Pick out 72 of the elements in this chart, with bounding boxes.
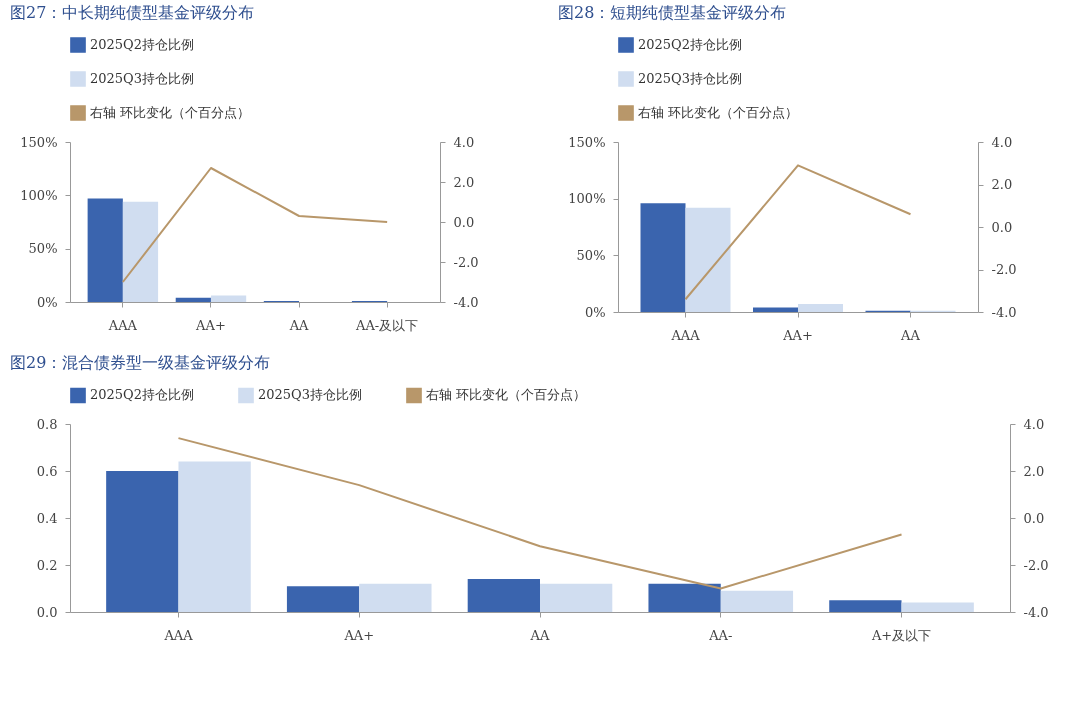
x-tick-label: AA [288,317,310,333]
legend-label: 右轴 环比变化（个百分点） [90,105,251,120]
bar [178,461,251,612]
y2-tick-label: 2.0 [1023,463,1045,479]
x-tick-label: AA- [708,627,733,643]
y2-tick-label: 4.0 [453,134,475,150]
chart-title: 图28：短期纯债型基金评级分布 [558,3,787,22]
x-tick-label: AAA [163,627,194,643]
y2-tick-label: -4.0 [991,304,1017,320]
x-tick-label: AAA [107,317,138,333]
y2-tick-label: 2.0 [453,174,475,190]
y-tick-label: 0% [36,294,58,310]
bar [210,295,247,302]
bar [648,583,721,612]
bar [901,602,974,612]
x-tick-label: AA+ [343,627,375,643]
x-tick-label: AA [900,327,921,343]
bar [467,579,540,612]
y2-tick-label: -4.0 [1023,604,1049,620]
bar [540,583,613,612]
legend-label: 2025Q2持仓比例 [638,37,743,52]
x-tick-label: AA+ [782,327,813,343]
bar [87,198,123,302]
line-series [177,437,903,590]
x-tick-label: AA-及以下 [355,317,419,333]
y-tick-label: 150% [20,134,58,150]
y-tick-label: 0.8 [36,416,58,432]
y2-tick-label: -2.0 [453,254,479,270]
bar [829,600,902,612]
legend-label: 2025Q3持仓比例 [638,71,743,86]
chart-title: 图27：中长期纯债型基金评级分布 [10,3,255,22]
y-tick-label: 0% [584,304,606,320]
y2-tick-label: 2.0 [991,177,1013,192]
legend-label: 2025Q3持仓比例 [258,387,363,403]
y-tick-label: 0.0 [36,604,58,620]
bar [640,203,686,312]
bar [359,583,432,612]
y2-tick-label: 0.0 [991,219,1013,235]
y2-tick-label: -4.0 [453,294,479,310]
x-tick-label: AA [529,627,550,643]
y-tick-label: 50% [576,247,606,263]
bar [175,297,211,302]
bar [286,586,360,612]
legend-label: 2025Q2持仓比例 [90,37,195,52]
bar [753,307,798,312]
y-tick-label: 100% [20,187,58,203]
y-tick-label: 0.2 [36,557,58,573]
bar [106,471,179,612]
y2-tick-label: 4.0 [991,134,1013,150]
y2-tick-label: 0.0 [453,214,475,230]
y-tick-label: 100% [568,191,606,207]
legend-label: 右轴 环比变化（个百分点） [638,105,799,120]
legend-label: 2025Q3持仓比例 [90,71,195,86]
y2-tick-label: -2.0 [991,262,1017,277]
chart-title: 图29：混合债券型一级基金评级分布 [10,353,271,372]
line-series [121,167,389,283]
y-tick-label: 50% [28,241,58,257]
y2-tick-label: 0.0 [1023,510,1045,526]
x-tick-label: AAA [670,327,701,343]
bar [720,590,794,612]
y-tick-label: 150% [568,134,606,150]
y-tick-label: 0.4 [36,510,58,526]
y2-tick-label: 4.0 [1023,416,1045,432]
legend-label: 右轴 环比变化（个百分点） [426,387,587,403]
legend-label: 2025Q2持仓比例 [90,387,195,403]
bar [798,304,843,312]
x-tick-label: AA+ [195,317,226,333]
y-tick-label: 0.6 [36,463,58,479]
bar [122,201,159,302]
y2-tick-label: -2.0 [1023,557,1049,573]
bar [685,207,731,312]
x-tick-label: A+及以下 [870,627,932,643]
